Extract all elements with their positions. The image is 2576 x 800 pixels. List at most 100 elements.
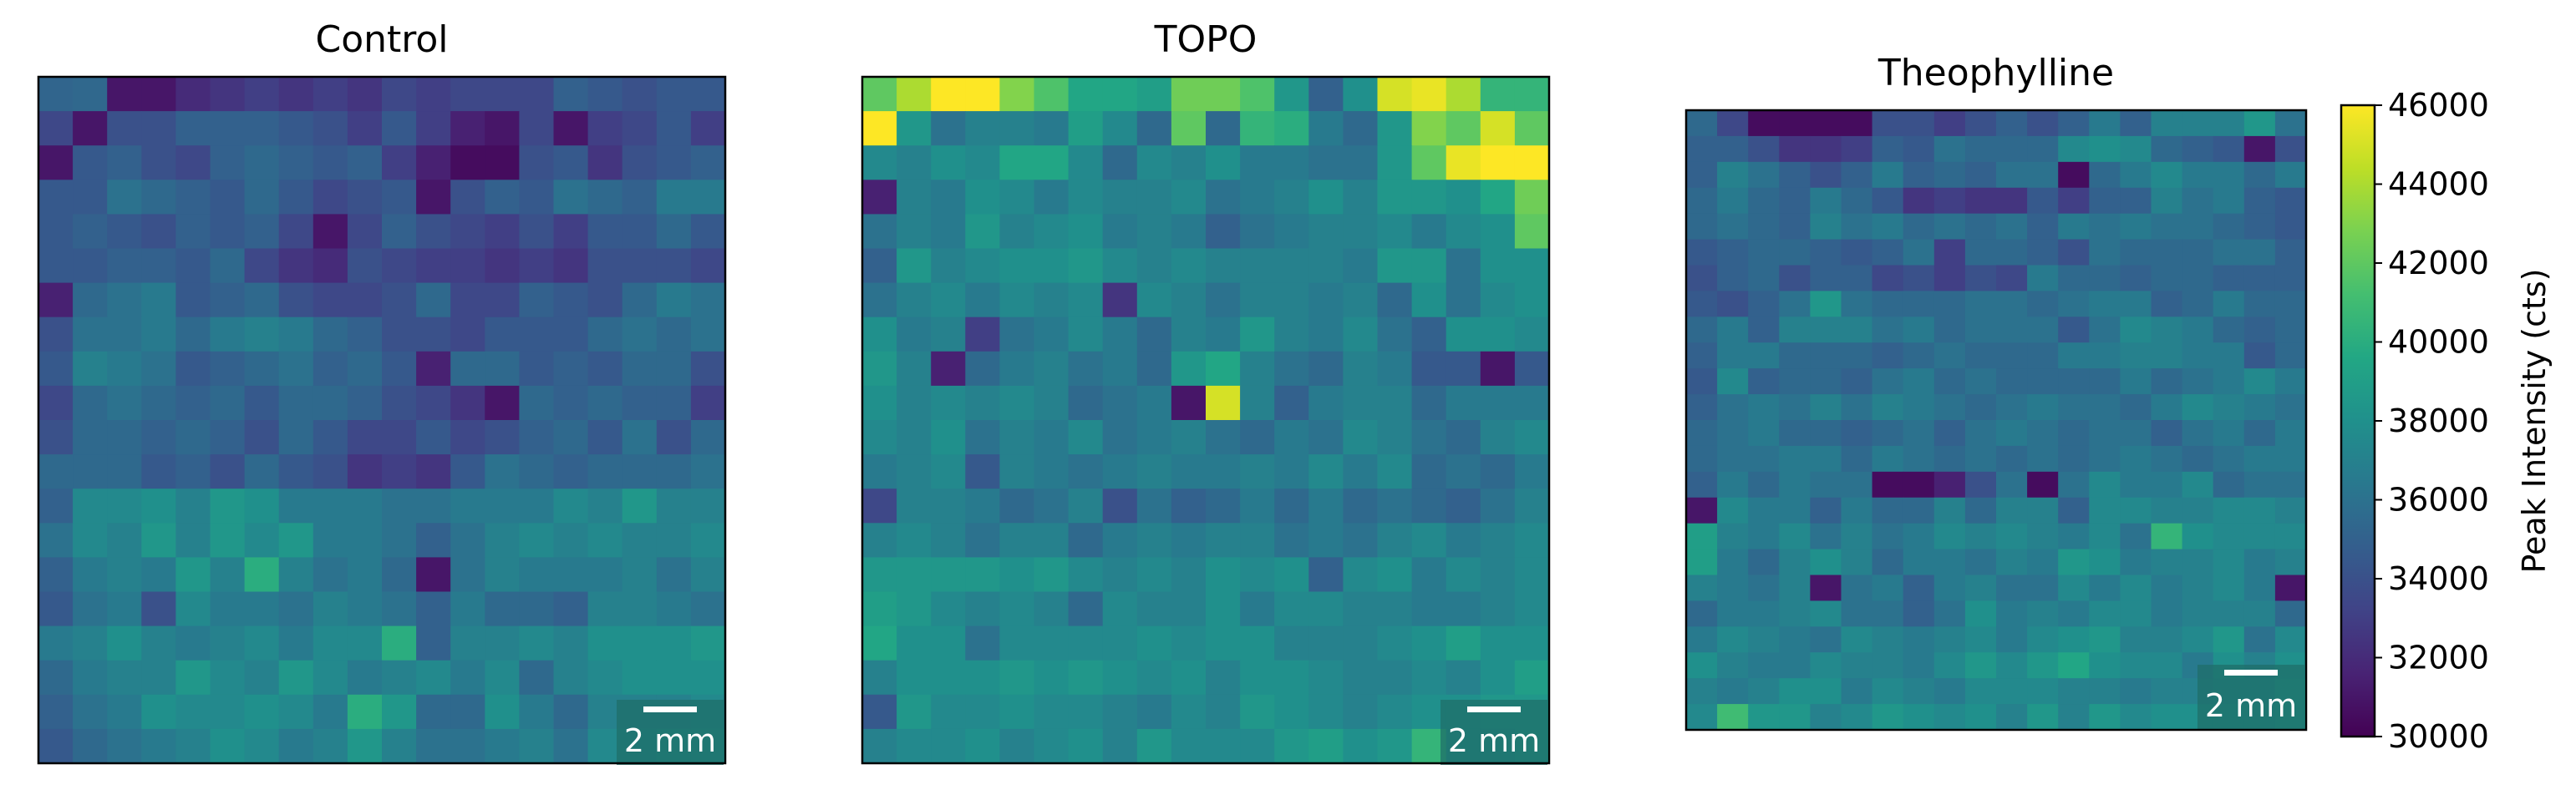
heatmap-cell: [2089, 110, 2121, 137]
heatmap-cell: [1810, 135, 1842, 163]
heatmap-cell: [2089, 368, 2121, 395]
heatmap-cell: [2274, 523, 2307, 550]
heatmap-cell: [999, 489, 1035, 524]
heatmap-cell: [38, 351, 74, 387]
heatmap-cell: [2243, 523, 2276, 550]
heatmap-cell: [656, 385, 692, 421]
heatmap-cell: [1717, 678, 1749, 705]
heatmap-cell: [1686, 265, 1718, 292]
heatmap-cell: [2120, 549, 2152, 576]
heatmap-cell: [1872, 368, 1904, 395]
heatmap-cell: [2120, 652, 2152, 679]
heatmap-cell: [73, 523, 108, 558]
heatmap-cell: [1446, 145, 1481, 180]
heatmap-cell: [107, 523, 142, 558]
heatmap-cell: [690, 489, 726, 524]
heatmap-cell: [141, 591, 176, 627]
heatmap-cell: [1810, 600, 1842, 627]
heatmap-cell: [1514, 660, 1550, 696]
heatmap-cell: [622, 145, 658, 180]
heatmap-cell: [450, 660, 485, 696]
heatmap-cell: [2120, 187, 2152, 215]
heatmap-cell: [965, 660, 1000, 696]
heatmap-cell: [897, 420, 932, 455]
heatmap-cell: [1903, 549, 1935, 576]
heatmap-cell: [312, 557, 348, 593]
heatmap-cell: [1206, 248, 1241, 284]
heatmap-cell: [897, 625, 932, 661]
heatmap-cell: [1933, 110, 1966, 137]
heatmap-cell: [1480, 489, 1516, 524]
heatmap-cell: [1102, 591, 1138, 627]
heatmap-cell: [278, 557, 314, 593]
heatmap-cell: [1480, 557, 1516, 593]
heatmap-cell: [1068, 694, 1104, 730]
heatmap-cell: [587, 351, 623, 387]
heatmap-cell: [965, 282, 1000, 318]
heatmap-cell: [1514, 625, 1550, 661]
heatmap-cell: [1034, 489, 1070, 524]
heatmap-cell: [2182, 239, 2214, 266]
heatmap-cell: [2274, 213, 2307, 241]
heatmap-cell: [347, 625, 383, 661]
heatmap-cell: [210, 77, 246, 112]
heatmap-cell: [1446, 111, 1481, 146]
heatmap-cell: [656, 282, 692, 318]
heatmap-cell: [690, 660, 726, 696]
heatmap-cell: [312, 489, 348, 524]
heatmap-cell: [382, 145, 417, 180]
heatmap-cell: [1933, 471, 1966, 499]
heatmap-cell: [1068, 385, 1104, 421]
heatmap-cell: [1779, 471, 1811, 499]
heatmap-cell: [2120, 497, 2152, 524]
heatmap-cell: [2120, 368, 2152, 395]
heatmap-cell: [1810, 445, 1842, 473]
heatmap-cell: [2058, 394, 2090, 421]
heatmap-cell: [2120, 704, 2152, 731]
heatmap-cell: [1810, 394, 1842, 421]
heatmap-cell: [1274, 77, 1309, 112]
heatmap-cell: [1903, 316, 1935, 343]
heatmap-cell: [587, 523, 623, 558]
heatmap-cell: [931, 694, 966, 730]
heatmap-cell: [1964, 445, 1997, 473]
heatmap-cell: [1308, 523, 1344, 558]
heatmap-cell: [244, 591, 280, 627]
heatmap-cell: [1068, 214, 1104, 250]
heatmap-cell: [1748, 549, 1780, 576]
heatmap-cell: [1872, 213, 1904, 241]
heatmap-cell: [862, 77, 897, 112]
heatmap-cell: [1810, 187, 1842, 215]
heatmap-cell: [1171, 489, 1207, 524]
heatmap-cell: [1068, 248, 1104, 284]
heatmap-cell: [2120, 600, 2152, 627]
heatmap-cell: [1068, 180, 1104, 215]
heatmap-cell: [1748, 368, 1780, 395]
heatmap-cell: [1411, 248, 1447, 284]
heatmap-cell: [1308, 180, 1344, 215]
heatmap-cell: [1514, 316, 1550, 352]
heatmap-cell: [1717, 394, 1749, 421]
heatmap-cell: [485, 454, 520, 489]
heatmap-cell: [1903, 342, 1935, 369]
heatmap-cell: [656, 660, 692, 696]
heatmap-cell: [1964, 575, 1997, 602]
heatmap-cell: [2058, 471, 2090, 499]
heatmap-cell: [2120, 523, 2152, 550]
heatmap-cell: [1377, 77, 1413, 112]
heatmap-cell: [1903, 626, 1935, 653]
heatmap-cell: [1377, 625, 1413, 661]
heatmap-cell: [1411, 282, 1447, 318]
heatmap-cell: [1779, 239, 1811, 266]
heatmap-cell: [1240, 660, 1275, 696]
heatmap-cell: [382, 489, 417, 524]
heatmap-cell: [2243, 316, 2276, 343]
heatmap-cell: [1748, 420, 1780, 447]
heatmap-cell: [2243, 471, 2276, 499]
heatmap-cell: [107, 454, 142, 489]
heatmap-cell: [1903, 265, 1935, 292]
heatmap-cell: [2243, 161, 2276, 189]
heatmap-cell: [278, 248, 314, 284]
heatmap-cell: [1996, 523, 2028, 550]
heatmap-cell: [1903, 652, 1935, 679]
